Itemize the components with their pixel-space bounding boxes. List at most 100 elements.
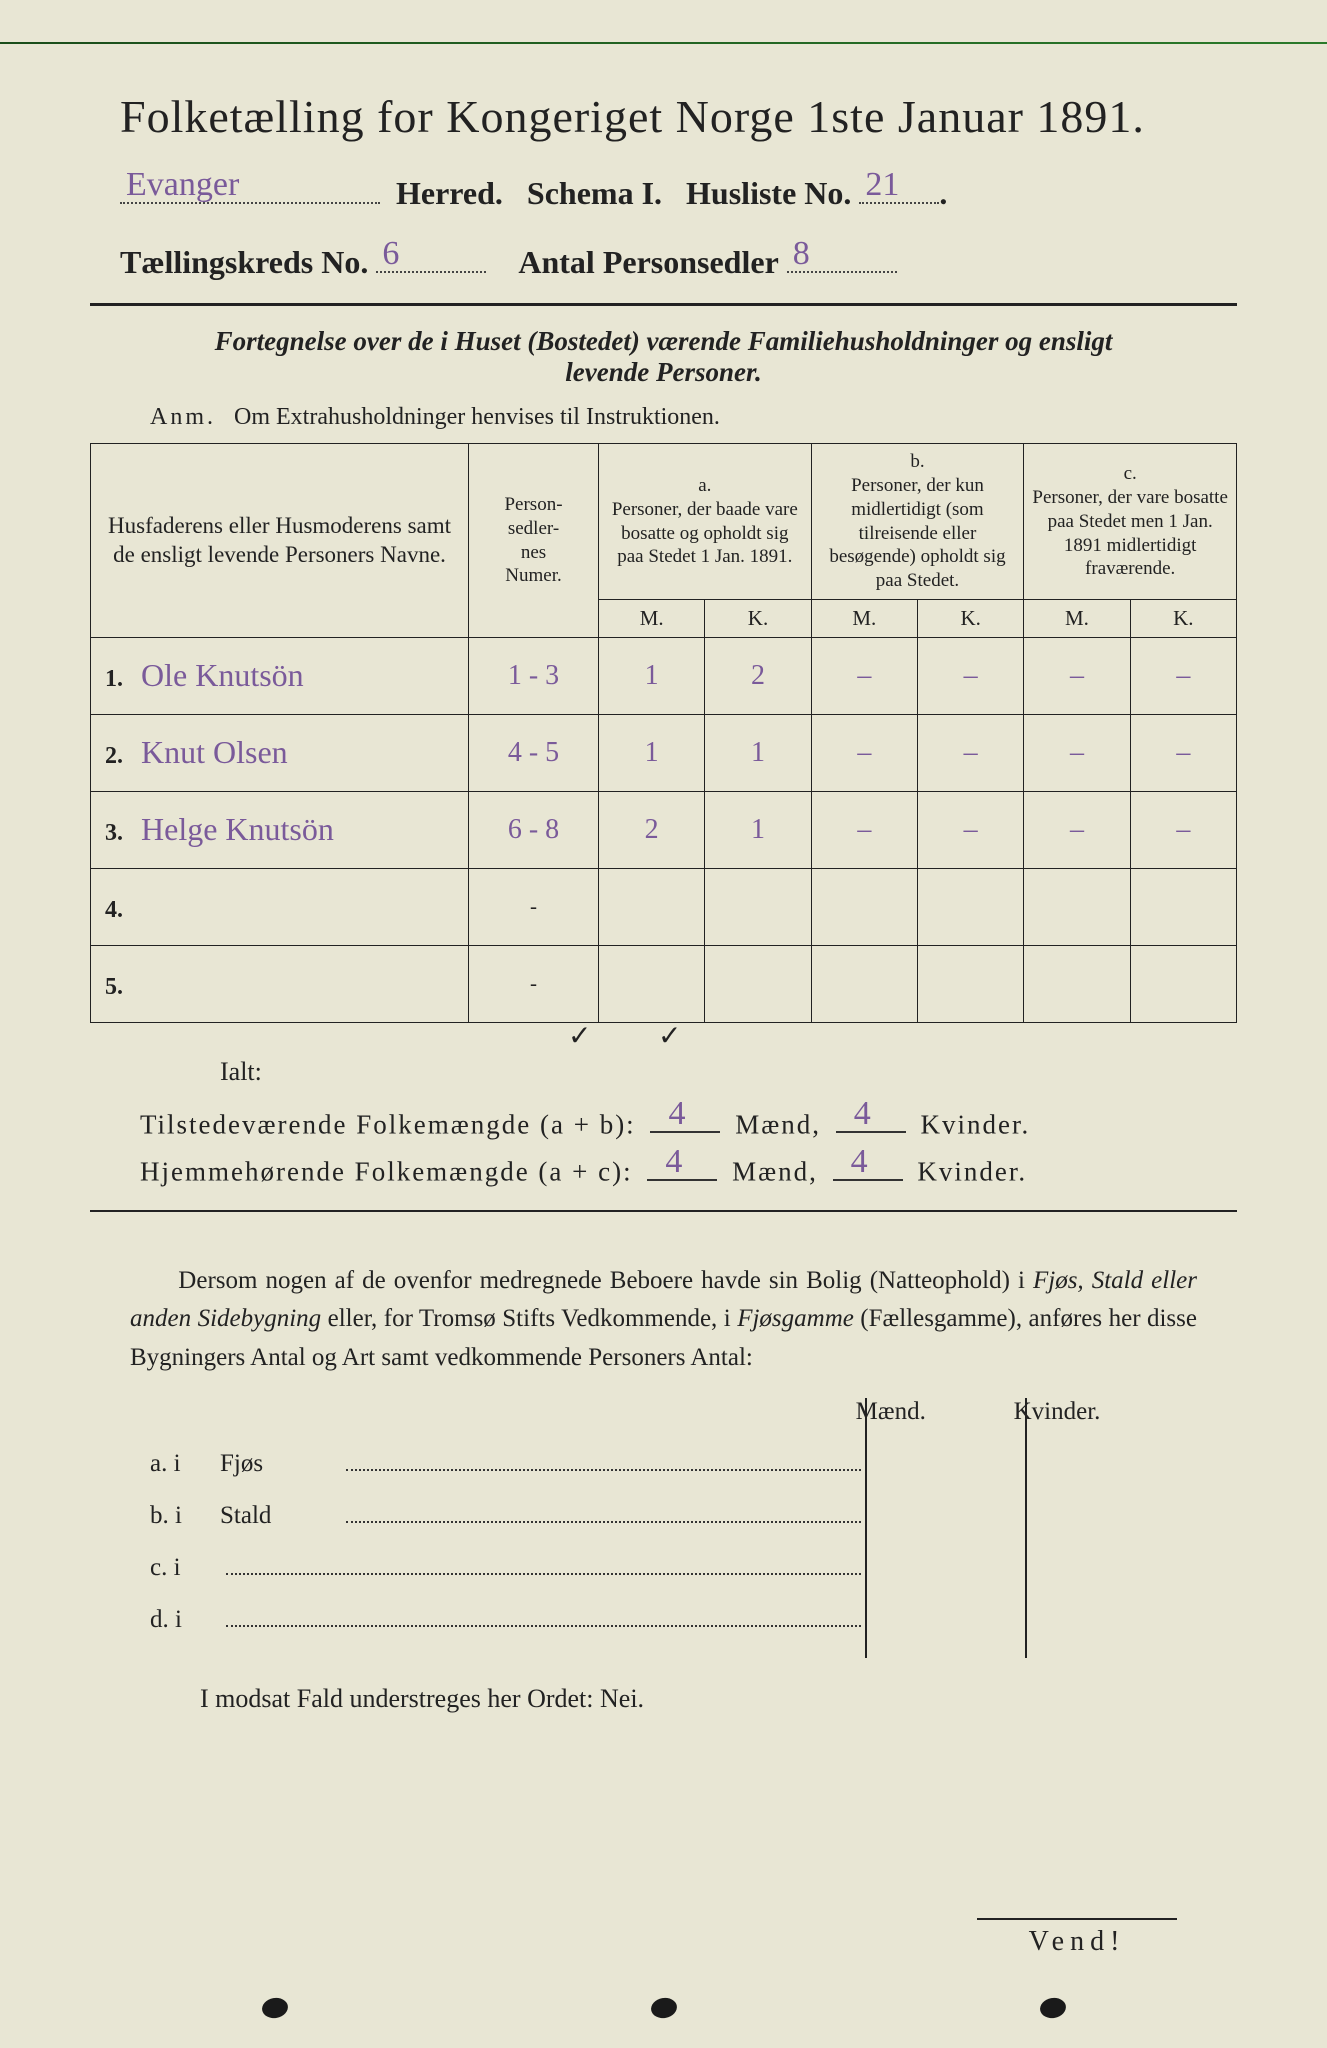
vsep	[865, 1398, 867, 1658]
sum1-m-field: 4	[650, 1103, 720, 1133]
row-name-cell: 4.	[91, 868, 469, 945]
hole-icon	[1038, 1996, 1067, 2020]
row-name-cell: 2. Knut Olsen	[91, 714, 469, 791]
col-a-k: K.	[705, 599, 811, 637]
col-nums-text: Person- sedler- nes Numer.	[504, 494, 562, 586]
sum2-label: Hjemmehørende Folkemængde (a + c):	[140, 1157, 633, 1187]
col-c-text: Personer, der vare bosatte paa Stedet me…	[1032, 486, 1228, 581]
fortegnelse-line2: levende Personer.	[565, 357, 761, 387]
kreds-field: 6	[376, 236, 486, 273]
sum1-k-field: 4	[836, 1103, 906, 1133]
header-row-2: Tællingskreds No. 6 Antal Personsedler 8	[120, 236, 1237, 281]
antal-value: 8	[793, 235, 810, 273]
side-line-c: c. i	[150, 1548, 1197, 1582]
antal-label: Antal Personsedler	[518, 244, 778, 280]
cell: 2	[599, 791, 705, 868]
cell	[917, 945, 1023, 1022]
kreds-label: Tællingskreds No.	[120, 244, 368, 280]
vsep	[1025, 1398, 1027, 1658]
cell: –	[917, 791, 1023, 868]
header-row-1: Evanger Herred. Schema I. Husliste No. 2…	[120, 167, 1237, 212]
row-name-cell: 5.	[91, 945, 469, 1022]
cell: –	[1024, 791, 1130, 868]
table-row: 4. -	[91, 868, 1237, 945]
cell	[811, 868, 917, 945]
cell: –	[1130, 714, 1236, 791]
sum1-k: 4	[854, 1095, 873, 1133]
cell	[599, 868, 705, 945]
cell	[1024, 945, 1130, 1022]
dotted-line	[346, 1444, 861, 1471]
cell	[599, 945, 705, 1022]
row-nums: 6 - 8	[469, 791, 599, 868]
side-line-a: a. i Fjøs	[150, 1444, 1197, 1478]
cell: –	[917, 714, 1023, 791]
table-row: 5. -	[91, 945, 1237, 1022]
sum2-m-field: 4	[647, 1150, 717, 1180]
census-table: Husfaderens eller Husmoderens samt de en…	[90, 443, 1237, 1023]
table-row: 3. Helge Knutsön 6 - 8 2 1 – – – –	[91, 791, 1237, 868]
cell: 1	[599, 637, 705, 714]
table-header-row: Husfaderens eller Husmoderens samt de en…	[91, 444, 1237, 600]
side-d-label: d. i	[150, 1606, 220, 1634]
col-b-header: b. Personer, der kun midlertidigt (som t…	[811, 444, 1024, 600]
fortegnelse-line1: Fortegnelse over de i Huset (Bostedet) v…	[215, 326, 1113, 356]
row-num: 4.	[105, 897, 123, 923]
cell: –	[917, 637, 1023, 714]
cell: –	[1024, 637, 1130, 714]
cell: 1	[599, 714, 705, 791]
sum1-m: 4	[668, 1095, 687, 1133]
row-num: 5.	[105, 974, 123, 1000]
cell	[811, 945, 917, 1022]
divider	[90, 303, 1237, 306]
row-nums: 1 - 3	[469, 637, 599, 714]
kvinder-label: Kvinder.	[920, 1109, 1030, 1139]
sidebygning-block: Mænd. Kvinder. a. i Fjøs b. i Stald c. i…	[150, 1398, 1197, 1634]
side-a-label: a. i	[150, 1450, 220, 1478]
sum-line-1: Tilstedeværende Folkemængde (a + b): 4 M…	[140, 1103, 1237, 1140]
col-b-label: b.	[820, 450, 1016, 474]
anm-line: Anm. Om Extrahusholdninger henvises til …	[150, 404, 1237, 431]
cell: –	[1024, 714, 1130, 791]
row-name-cell: 3. Helge Knutsön	[91, 791, 469, 868]
anm-text: Om Extrahusholdninger henvises til Instr…	[234, 404, 720, 430]
col-a-m: M.	[599, 599, 705, 637]
cell: 2	[705, 637, 811, 714]
cell: –	[1130, 637, 1236, 714]
herred-field: Evanger	[120, 167, 380, 204]
side-line-b: b. i Stald	[150, 1496, 1197, 1530]
table-row: 1. Ole Knutsön 1 - 3 1 2 – – – –	[91, 637, 1237, 714]
cell	[705, 868, 811, 945]
cell	[1130, 945, 1236, 1022]
row-num: 3.	[105, 820, 123, 846]
cell	[1024, 868, 1130, 945]
vend-label: Vend!	[977, 1918, 1177, 1958]
fortegnelse-text: Fortegnelse over de i Huset (Bostedet) v…	[130, 326, 1197, 388]
row-name: Knut Olsen	[141, 734, 288, 770]
mk-header: Mænd. Kvinder.	[150, 1398, 1197, 1426]
col-nums-header: Person- sedler- nes Numer.	[469, 444, 599, 638]
col-c-k: K.	[1130, 599, 1236, 637]
dotted-line	[226, 1548, 861, 1575]
side-line-d: d. i	[150, 1600, 1197, 1634]
sum1-label: Tilstedeværende Folkemængde (a + b):	[140, 1109, 636, 1139]
dotted-line	[346, 1496, 861, 1523]
side-a-type: Fjøs	[220, 1450, 340, 1478]
cell: –	[1130, 791, 1236, 868]
row-num: 2.	[105, 743, 123, 769]
herred-label: Herred.	[396, 175, 503, 211]
cell: 1	[705, 714, 811, 791]
hole-icon	[649, 1996, 678, 2020]
col-a-label: a.	[607, 474, 803, 498]
col-c-m: M.	[1024, 599, 1130, 637]
col-b-m: M.	[811, 599, 917, 637]
col-b-k: K.	[917, 599, 1023, 637]
cell: 1	[705, 791, 811, 868]
col-names-header: Husfaderens eller Husmoderens samt de en…	[91, 444, 469, 638]
cell	[705, 945, 811, 1022]
sum2-m: 4	[665, 1143, 684, 1181]
sum-line-2: Hjemmehørende Folkemængde (a + c): 4 Mæn…	[140, 1150, 1237, 1187]
kreds-value: 6	[382, 235, 399, 273]
scan-artifact-line	[0, 42, 1327, 44]
side-kvinder: Kvinder.	[977, 1398, 1137, 1426]
